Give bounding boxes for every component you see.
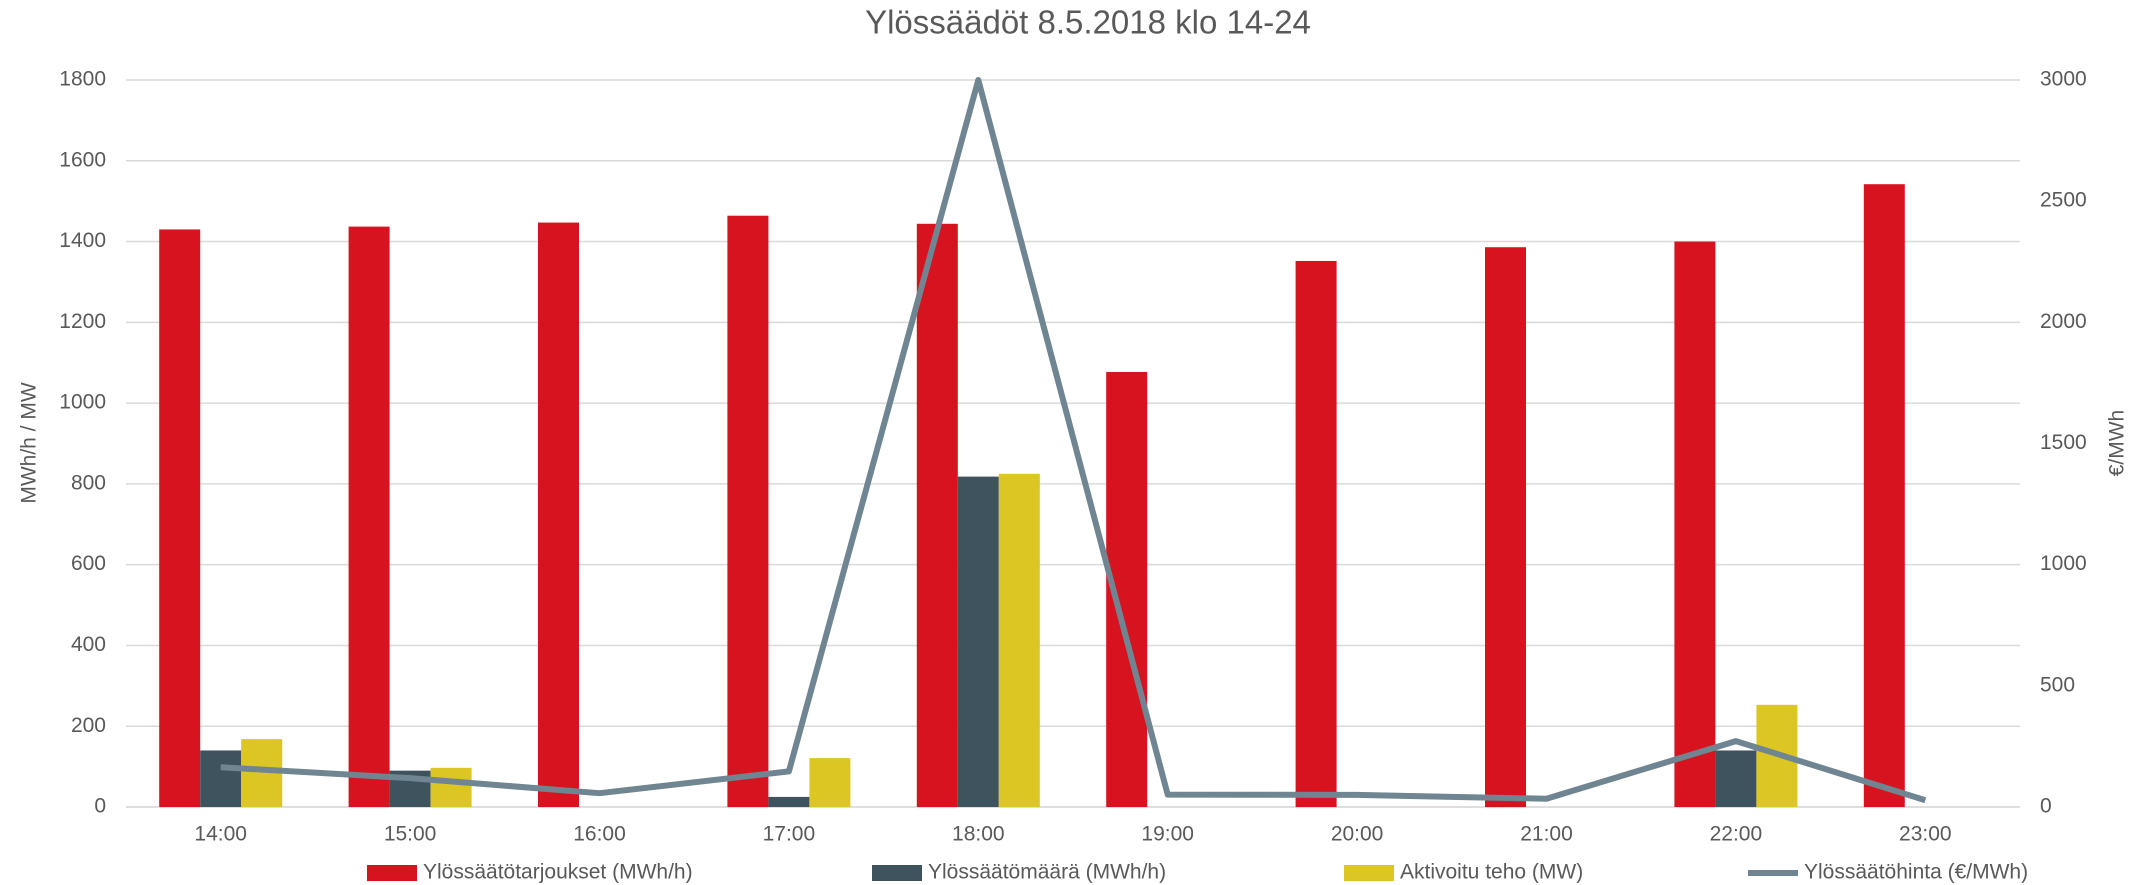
y-tick-label: 600 <box>71 552 106 575</box>
bar <box>768 796 810 807</box>
bar <box>998 473 1040 807</box>
y2-tick-label: 1000 <box>2040 552 2087 575</box>
bar <box>916 223 958 808</box>
x-tick-label: 15:00 <box>384 823 437 846</box>
legend-label: Ylössäätöhinta (€/MWh) <box>1804 861 2028 884</box>
legend-label: Ylössäätömäärä (MWh/h) <box>928 861 1166 884</box>
bar <box>727 215 769 807</box>
legend-swatch <box>872 865 922 881</box>
x-tick-label: 21:00 <box>1520 823 1573 846</box>
y-tick-label: 1600 <box>59 148 106 171</box>
y-tick-label: 800 <box>71 471 106 494</box>
y2-tick-label: 0 <box>2040 795 2052 818</box>
legend-swatch <box>1344 865 1394 881</box>
y-axis-label: MWh/h / MW <box>18 382 41 504</box>
legend-label: Aktivoitu teho (MW) <box>1400 861 1583 884</box>
y-tick-label: 1200 <box>59 310 106 333</box>
bar <box>159 229 201 807</box>
legend-label: Ylössäätötarjoukset (MWh/h) <box>423 861 693 884</box>
x-tick-label: 16:00 <box>573 823 626 846</box>
y-tick-label: 0 <box>94 795 106 818</box>
bar <box>809 758 851 807</box>
x-tick-label: 23:00 <box>1899 823 1952 846</box>
y2-tick-label: 3000 <box>2040 68 2087 91</box>
bar <box>538 222 579 808</box>
y2-tick-label: 500 <box>2040 673 2075 696</box>
x-tick-label: 17:00 <box>763 823 816 846</box>
y-tick-label: 1000 <box>59 391 106 414</box>
x-tick-label: 22:00 <box>1710 823 1763 846</box>
x-tick-label: 18:00 <box>952 823 1005 846</box>
bar <box>200 750 242 807</box>
bar <box>348 226 390 807</box>
legend-swatch <box>367 865 417 881</box>
bar <box>1674 241 1716 808</box>
y-tick-label: 400 <box>71 633 106 656</box>
bar <box>957 476 999 807</box>
bar <box>1715 750 1757 807</box>
y2-tick-label: 2000 <box>2040 310 2087 333</box>
chart-title: Ylössäädöt 8.5.2018 klo 14-24 <box>865 4 1311 41</box>
bar <box>430 767 472 807</box>
y2-tick-label: 1500 <box>2040 431 2087 454</box>
bar <box>1295 260 1337 807</box>
y-tick-label: 1400 <box>59 229 106 252</box>
bar <box>1485 247 1526 807</box>
x-tick-label: 19:00 <box>1141 823 1194 846</box>
y-tick-label: 200 <box>71 714 106 737</box>
y-tick-label: 1800 <box>59 68 106 91</box>
x-tick-label: 20:00 <box>1331 823 1384 846</box>
y2-axis-label: €/MWh <box>2106 410 2129 477</box>
bar <box>1863 184 1905 807</box>
y2-tick-label: 2500 <box>2040 189 2087 212</box>
x-tick-label: 14:00 <box>194 823 247 846</box>
line <box>220 77 1927 804</box>
